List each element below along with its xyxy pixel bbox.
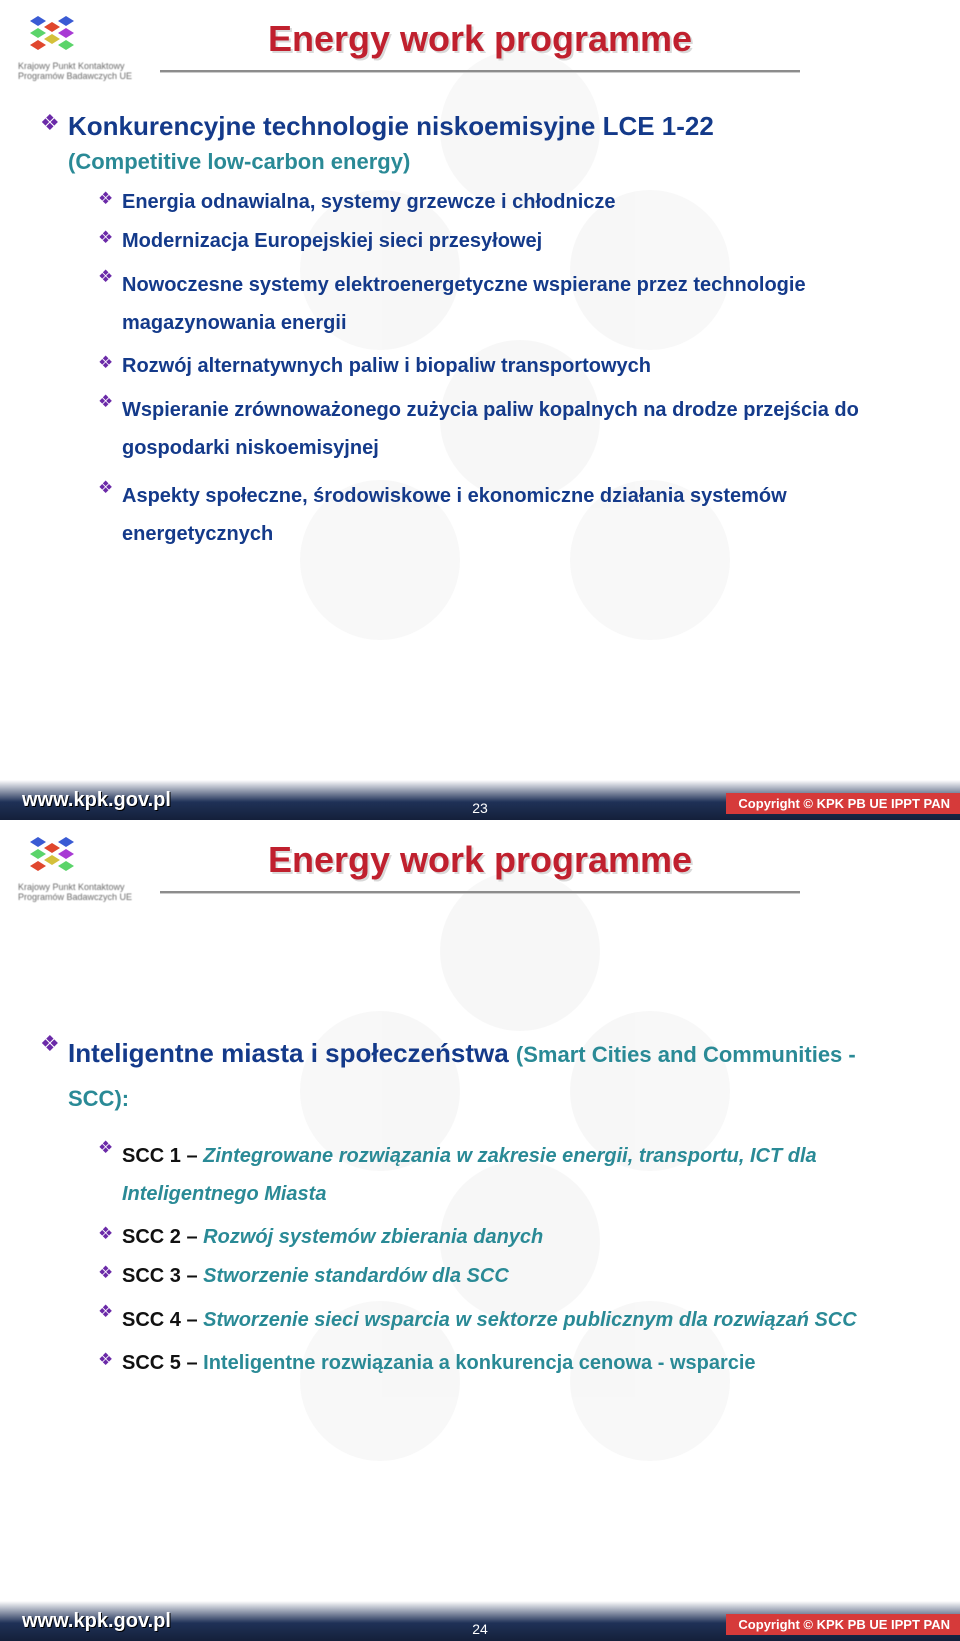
bullet-item: ❖ Energia odnawialna, systemy grzewcze i…	[98, 188, 920, 217]
heading-blue: Konkurencyjne technologie niskoemisyjne …	[68, 111, 714, 141]
scc-desc: Stworzenie sieci wsparcia w sektorze pub…	[203, 1309, 857, 1331]
bullet-item: ❖ Nowoczesne systemy elektroenergetyczne…	[98, 266, 920, 342]
bullet-text: SCC 5 – Inteligentne rozwiązania a konku…	[122, 1349, 756, 1378]
slide-title: Energy work programme	[268, 18, 692, 64]
diamond-bullet-icon: ❖	[98, 227, 122, 249]
page-number: 23	[472, 800, 488, 816]
diamond-bullet-icon: ❖	[98, 352, 122, 374]
heading-text: Inteligentne miasta i społeczeństwa (Sma…	[68, 1031, 920, 1119]
bullet-text: SCC 1 – Zintegrowane rozwiązania w zakre…	[122, 1137, 920, 1213]
footer-url: www.kpk.gov.pl	[22, 789, 171, 812]
bullet-item: ❖ SCC 2 – Rozwój systemów zbierania dany…	[98, 1223, 920, 1252]
scc-desc: Inteligentne rozwiązania a konkurencja c…	[203, 1352, 755, 1374]
diamond-bullet-icon: ❖	[98, 188, 122, 210]
footer: www.kpk.gov.pl 24 Copyright © KPK PB UE …	[0, 1601, 960, 1641]
bullet-item: ❖ Wspieranie zrównoważonego zużycia pali…	[98, 391, 920, 467]
heading-item: ❖ Inteligentne miasta i społeczeństwa (S…	[40, 1031, 920, 1119]
heading-blue: Inteligentne miasta i społeczeństwa	[68, 1038, 516, 1068]
bullet-item: ❖ Modernizacja Europejskiej sieci przesy…	[98, 227, 920, 256]
bullet-text: SCC 3 – Stworzenie standardów dla SCC	[122, 1262, 509, 1291]
slide-title: Energy work programme	[268, 839, 692, 885]
scc-code: SCC 2	[122, 1226, 181, 1248]
scc-sep: –	[181, 1352, 203, 1374]
heading-teal: (Competitive low-carbon energy)	[68, 149, 410, 174]
bullet-text: SCC 2 – Rozwój systemów zbierania danych	[122, 1223, 543, 1252]
diamond-bullet-icon: ❖	[98, 391, 122, 413]
bullet-item: ❖ SCC 4 – Stworzenie sieci wsparcia w se…	[98, 1301, 920, 1339]
diamond-bullet-icon: ❖	[40, 110, 68, 136]
footer-url: www.kpk.gov.pl	[22, 1610, 171, 1633]
diamond-bullet-icon: ❖	[98, 1137, 122, 1159]
bullet-item: ❖ SCC 5 – Inteligentne rozwiązania a kon…	[98, 1349, 920, 1378]
scc-sep: –	[181, 1309, 203, 1331]
diamond-bullet-icon: ❖	[98, 1262, 122, 1284]
page-number: 24	[472, 1621, 488, 1637]
diamond-bullet-icon: ❖	[98, 266, 122, 288]
logo-line2: Programów Badawczych UE	[18, 892, 188, 902]
logo-line2: Programów Badawczych UE	[18, 71, 188, 81]
bullet-item: ❖ Rozwój alternatywnych paliw i biopaliw…	[98, 352, 920, 381]
content-area: ❖ Inteligentne miasta i społeczeństwa (S…	[40, 1031, 920, 1388]
scc-desc: Rozwój systemów zbierania danych	[203, 1226, 543, 1248]
scc-sep: –	[181, 1226, 203, 1248]
diamond-bullet-icon: ❖	[98, 1223, 122, 1245]
footer: www.kpk.gov.pl 23 Copyright © KPK PB UE …	[0, 780, 960, 820]
scc-code: SCC 4	[122, 1309, 181, 1331]
diamond-bullet-icon: ❖	[40, 1031, 68, 1057]
bullet-text: SCC 4 – Stworzenie sieci wsparcia w sekt…	[122, 1301, 857, 1339]
content-area: ❖ Konkurencyjne technologie niskoemisyjn…	[40, 110, 920, 563]
bullet-text: Modernizacja Europejskiej sieci przesyło…	[122, 227, 542, 256]
scc-code: SCC 1	[122, 1145, 181, 1167]
scc-desc: Zintegrowane rozwiązania w zakresie ener…	[122, 1145, 817, 1205]
heading-text: Konkurencyjne technologie niskoemisyjne …	[68, 110, 714, 178]
title-bar: Energy work programme	[0, 839, 960, 893]
bullet-text: Rozwój alternatywnych paliw i biopaliw t…	[122, 352, 651, 381]
scc-code: SCC 3	[122, 1265, 181, 1287]
bullet-text: Nowoczesne systemy elektroenergetyczne w…	[122, 266, 920, 342]
scc-code: SCC 5	[122, 1352, 181, 1374]
heading-item: ❖ Konkurencyjne technologie niskoemisyjn…	[40, 110, 920, 178]
bullet-item: ❖ SCC 1 – Zintegrowane rozwiązania w zak…	[98, 1137, 920, 1213]
bullet-item: ❖ Aspekty społeczne, środowiskowe i ekon…	[98, 477, 920, 553]
title-bar: Energy work programme	[0, 18, 960, 72]
slide-2: Krajowy Punkt Kontaktowy Programów Badaw…	[0, 821, 960, 1641]
bullet-text: Aspekty społeczne, środowiskowe i ekonom…	[122, 477, 920, 553]
diamond-bullet-icon: ❖	[98, 477, 122, 499]
footer-copyright: Copyright © KPK PB UE IPPT PAN	[726, 1614, 960, 1635]
scc-desc: Stworzenie standardów dla SCC	[203, 1265, 509, 1287]
slide-1: Krajowy Punkt Kontaktowy Programów Badaw…	[0, 0, 960, 820]
bullet-item: ❖ SCC 3 – Stworzenie standardów dla SCC	[98, 1262, 920, 1291]
bullet-text: Energia odnawialna, systemy grzewcze i c…	[122, 188, 616, 217]
diamond-bullet-icon: ❖	[98, 1349, 122, 1371]
scc-sep: –	[181, 1145, 203, 1167]
footer-copyright: Copyright © KPK PB UE IPPT PAN	[726, 793, 960, 814]
scc-sep: –	[181, 1265, 203, 1287]
diamond-bullet-icon: ❖	[98, 1301, 122, 1323]
bullet-text: Wspieranie zrównoważonego zużycia paliw …	[122, 391, 920, 467]
